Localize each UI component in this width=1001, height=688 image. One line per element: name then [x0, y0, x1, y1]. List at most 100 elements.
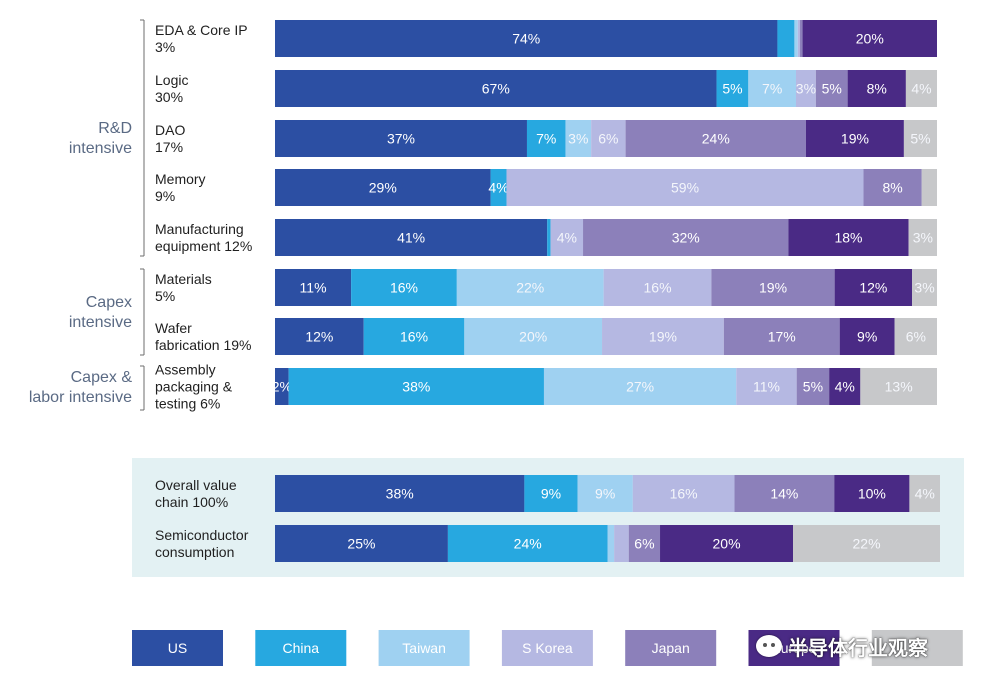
bar-segment-us — [275, 219, 548, 256]
bar-segment-s-korea — [614, 525, 629, 562]
bar-rows: EDA & Core IP 3% 74% 20% Logic 30% 67% 5% 7% 3% 5%… — [155, 20, 940, 562]
data-label-china: 5% — [722, 81, 742, 97]
bar-row-assembly-packaging-testing-6: Assembly packaging & testing 6% 2% 38% 27% 11%… — [155, 362, 937, 412]
data-label-other: 3% — [914, 280, 934, 296]
data-label-china: 24% — [514, 536, 542, 552]
group-label: Capex & labor intensive — [29, 369, 132, 406]
group-1: R&D intensive — [69, 19, 145, 257]
data-label-other: 22% — [853, 536, 881, 552]
row-label: DAO 17% — [155, 122, 185, 155]
data-label-japan: 19% — [759, 280, 787, 296]
bar-segment-other — [894, 318, 937, 355]
bar-segment-us — [275, 475, 525, 512]
bar-segment-s-korea — [736, 368, 797, 405]
data-label-japan: 14% — [770, 486, 798, 502]
bar-segment-us — [275, 70, 717, 107]
bar-segment-china — [524, 475, 578, 512]
bar-segment-taiwan — [794, 20, 798, 57]
data-label-us: 41% — [397, 230, 425, 246]
bar-segment-other — [903, 120, 937, 157]
data-label-us: 37% — [387, 131, 415, 147]
bar-segment-japan — [625, 120, 806, 157]
data-label-europe: 20% — [713, 536, 741, 552]
legend-label: Japan — [652, 640, 690, 656]
bar-segment-china — [288, 368, 544, 405]
data-label-china: 16% — [390, 280, 418, 296]
data-label-s-korea: 19% — [649, 329, 677, 345]
bar-segment-china — [547, 219, 551, 256]
row-label: Manufacturing equipment 12% — [155, 221, 252, 254]
data-label-europe: 18% — [834, 230, 862, 246]
bar-segment-europe — [788, 219, 909, 256]
data-label-other: 4% — [915, 486, 935, 502]
bar-segment-taiwan — [577, 475, 633, 512]
bar-segment-s-korea — [506, 169, 864, 206]
bar-segment-taiwan — [543, 368, 737, 405]
data-label-japan: 17% — [768, 329, 796, 345]
data-label-other: 6% — [906, 329, 926, 345]
data-label-other: 5% — [910, 131, 930, 147]
summary-row-semiconductor-consumption: Semiconductor consumption 25% 24% 6% 20% 22% — [155, 525, 940, 562]
data-label-japan: 5% — [803, 379, 823, 395]
bar-segment-other — [905, 70, 937, 107]
data-label-taiwan: 3% — [568, 131, 588, 147]
row-label: Wafer fabrication 19% — [155, 320, 252, 353]
data-label-us: 29% — [369, 180, 397, 196]
bar-segment-china — [490, 169, 507, 206]
bar-segment-japan — [583, 219, 789, 256]
legend-item-europe: Europe — [748, 630, 840, 666]
bar-row-eda-core-ip-3: EDA & Core IP 3% 74% 20% — [155, 20, 937, 57]
bar-segment-other — [860, 368, 937, 405]
data-label-us: 38% — [386, 486, 414, 502]
data-label-europe: 10% — [858, 486, 886, 502]
data-label-us: 67% — [482, 81, 510, 97]
bar-segment-japan — [723, 318, 840, 355]
bar-segment-other — [921, 169, 937, 206]
data-label-s-korea: 16% — [670, 486, 698, 502]
data-label-europe: 20% — [856, 31, 884, 47]
bar-segment-europe — [847, 70, 906, 107]
bar-segment-japan — [863, 169, 922, 206]
bar-segment-other — [908, 219, 937, 256]
data-label-us: 12% — [305, 329, 333, 345]
legend-item-other — [871, 630, 963, 666]
legend-swatch — [501, 630, 593, 666]
bar-segment-japan — [628, 525, 661, 562]
data-label-taiwan: 27% — [626, 379, 654, 395]
data-label-s-korea: 16% — [644, 280, 672, 296]
legend-item-taiwan: Taiwan — [378, 630, 470, 666]
group-label: Capex intensive — [69, 294, 132, 331]
legend-label: China — [283, 640, 320, 656]
legend-swatch — [255, 630, 347, 666]
group-labels: R&D intensive Capex intensive Capex & labor i… — [29, 19, 145, 411]
bar-segment-taiwan — [464, 318, 603, 355]
data-label-us: 74% — [512, 31, 540, 47]
bar-segment-other — [793, 525, 940, 562]
bar-segment-other — [912, 269, 937, 306]
data-label-europe: 19% — [841, 131, 869, 147]
data-label-japan: 32% — [672, 230, 700, 246]
legend-label: US — [168, 640, 187, 656]
bar-segment-taiwan — [565, 120, 592, 157]
bar-segment-china — [526, 120, 566, 157]
bar-segment-s-korea — [603, 269, 712, 306]
bar-row-manufacturing-equipment-12: Manufacturing equipment 12% 41% 4% 32% 18% 3% — [155, 219, 937, 256]
bar-segment-us — [275, 20, 778, 57]
bar-segment-europe — [834, 475, 910, 512]
legend-item-us: US — [132, 630, 223, 666]
legend-item-s-korea: S Korea — [501, 630, 593, 666]
row-label: Overall value chain 100% — [155, 477, 237, 510]
data-label-other: 3% — [913, 230, 933, 246]
bar-segment-s-korea — [797, 20, 800, 57]
data-label-japan: 6% — [634, 536, 654, 552]
bar-segment-china — [363, 318, 465, 355]
data-label-s-korea: 59% — [671, 180, 699, 196]
bar-segment-japan — [796, 368, 830, 405]
row-label: Semiconductor consumption — [155, 527, 249, 560]
data-label-us: 25% — [347, 536, 375, 552]
legend-swatch — [132, 630, 223, 666]
bar-segment-taiwan — [456, 269, 604, 306]
row-label: Materials 5% — [155, 271, 212, 304]
bar-segment-other — [909, 475, 940, 512]
